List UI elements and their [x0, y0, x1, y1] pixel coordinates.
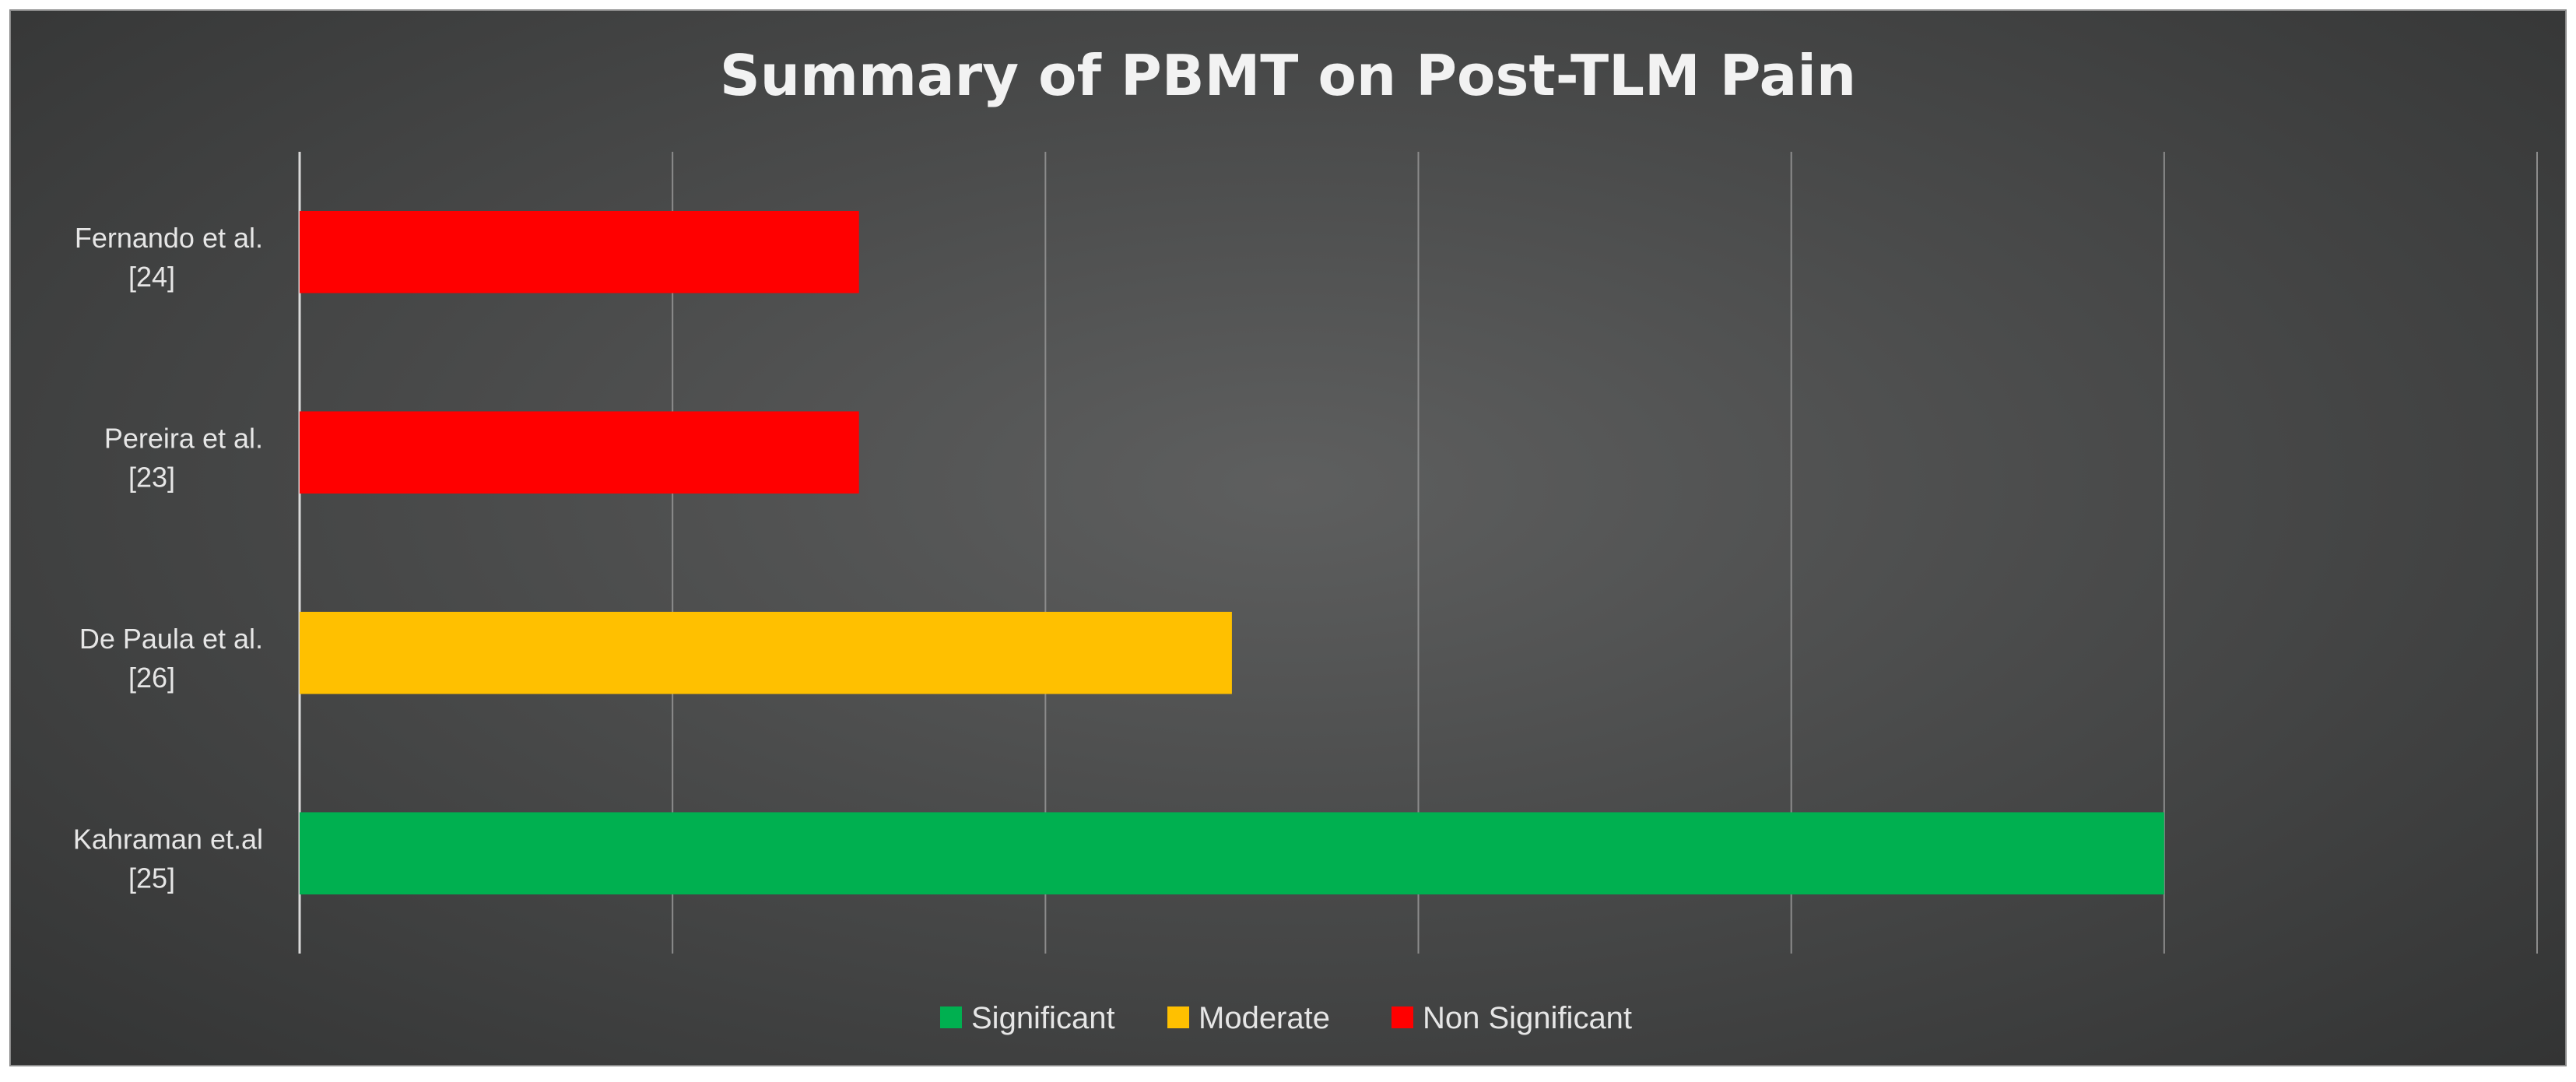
legend-swatch	[1167, 1006, 1189, 1028]
category-label: Kahraman et.al	[73, 823, 263, 855]
legend: Significant Moderate Non Significant	[940, 1001, 1632, 1035]
category-ref-label: [23]	[128, 461, 175, 493]
bar	[300, 210, 859, 293]
chart-title: Summary of PBMT on Post-TLM Pain	[720, 43, 1856, 108]
category-ref-label: [25]	[128, 862, 175, 894]
bars	[300, 210, 2164, 895]
legend-swatch	[940, 1006, 962, 1028]
bar	[300, 411, 859, 494]
legend-swatch	[1392, 1006, 1413, 1028]
bar	[300, 611, 1232, 694]
bar	[300, 812, 2164, 895]
category-label: De Paula et al.	[79, 623, 263, 655]
category-label: Pereira et al.	[104, 422, 263, 454]
category-ref-label: [26]	[128, 662, 175, 694]
legend-label: Non Significant	[1423, 1001, 1632, 1035]
category-label: Fernando et al.	[75, 222, 263, 254]
legend-label: Significant	[971, 1001, 1115, 1035]
category-labels: Fernando et al. [24] Pereira et al. [23] De …	[73, 222, 263, 894]
legend-label: Moderate	[1199, 1001, 1330, 1035]
category-ref-label: [24]	[128, 261, 175, 293]
